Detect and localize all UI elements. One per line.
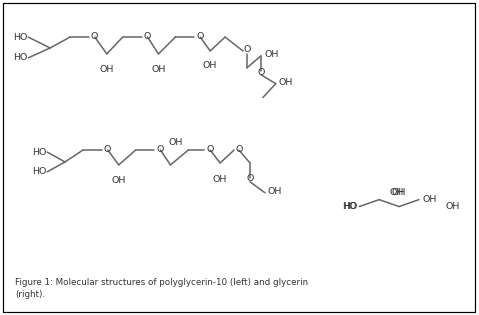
Text: OH: OH: [390, 188, 404, 197]
Text: OH: OH: [112, 176, 126, 185]
Text: OH: OH: [446, 202, 460, 211]
Text: HO: HO: [13, 53, 27, 62]
Text: O: O: [235, 145, 242, 154]
Text: O: O: [246, 174, 253, 183]
Text: O: O: [257, 68, 264, 77]
Text: O: O: [244, 45, 251, 54]
Text: OH: OH: [268, 187, 282, 196]
Text: O: O: [104, 145, 111, 154]
Text: HO: HO: [32, 147, 46, 157]
Text: OH: OH: [213, 175, 228, 184]
Text: (right).: (right).: [15, 290, 46, 299]
Text: HO: HO: [343, 202, 357, 211]
Text: HO: HO: [342, 202, 356, 211]
Text: OH: OH: [265, 50, 279, 60]
Text: OH: OH: [423, 195, 437, 204]
Text: HO: HO: [13, 32, 27, 42]
Text: OH: OH: [392, 188, 406, 197]
Text: OH: OH: [151, 65, 166, 74]
Text: O: O: [144, 32, 151, 41]
Text: Figure 1: Molecular structures of polyglycerin-10 (left) and glycerin: Figure 1: Molecular structures of polygl…: [15, 278, 308, 287]
Text: OH: OH: [279, 78, 293, 87]
Text: OH: OH: [100, 65, 114, 74]
Text: OH: OH: [203, 61, 217, 70]
Text: O: O: [91, 32, 98, 41]
Text: OH: OH: [168, 138, 182, 147]
Text: O: O: [206, 145, 214, 154]
Text: O: O: [196, 32, 204, 41]
Text: HO: HO: [32, 167, 46, 176]
Text: O: O: [157, 145, 164, 154]
